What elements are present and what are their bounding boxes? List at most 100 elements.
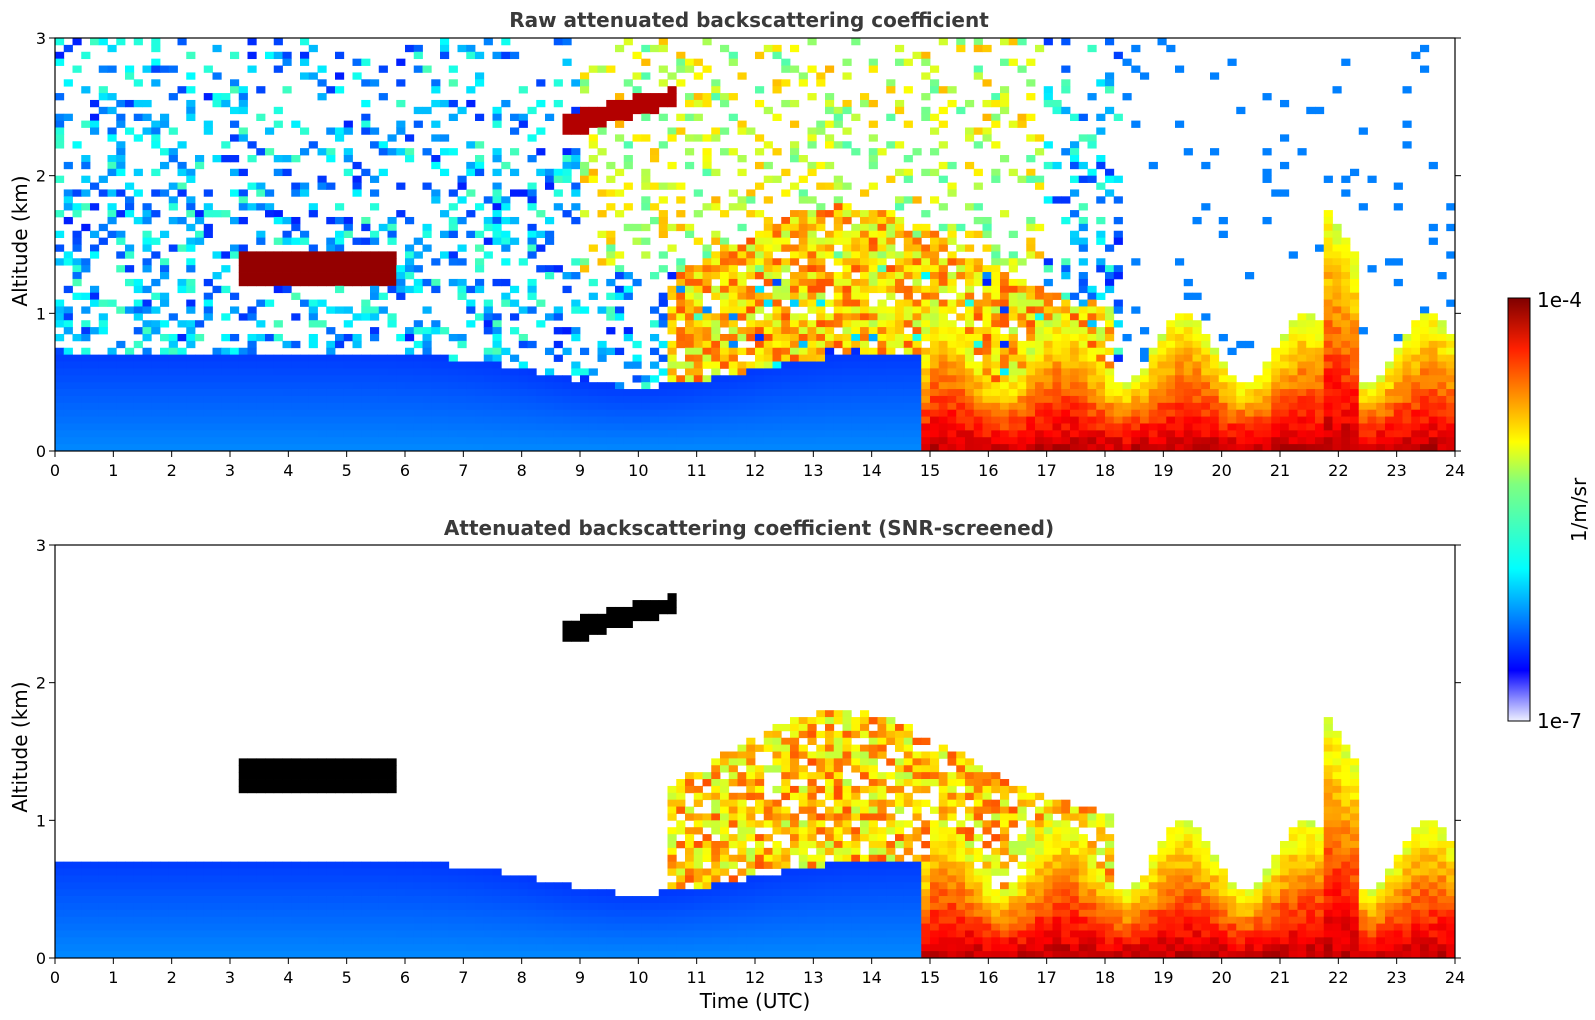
heatmap-cell <box>720 127 730 135</box>
heatmap-cell <box>1192 368 1202 376</box>
heatmap-cell <box>623 285 633 294</box>
heatmap-cell <box>711 409 721 417</box>
heatmap-cell <box>711 79 721 87</box>
heatmap-cell <box>265 51 275 60</box>
heatmap-cell <box>378 395 388 404</box>
heatmap-cell <box>1341 285 1351 294</box>
heatmap-cell <box>720 99 730 108</box>
heatmap-cell <box>457 444 467 452</box>
heatmap-cell <box>545 389 555 397</box>
heatmap-cell <box>1420 382 1430 390</box>
heatmap-cell <box>177 347 187 356</box>
heatmap-cell <box>1420 354 1430 362</box>
heatmap-cell <box>860 216 870 225</box>
heatmap-cell <box>667 285 677 294</box>
heatmap-cell <box>142 382 152 390</box>
heatmap-cell <box>413 361 423 369</box>
heatmap-cell <box>982 292 992 300</box>
heatmap-cell <box>492 320 502 328</box>
heatmap-cell <box>982 361 992 369</box>
heatmap-cell <box>965 278 975 287</box>
heatmap-cell <box>1140 368 1150 376</box>
heatmap-cell <box>431 361 441 369</box>
heatmap-cell <box>352 354 362 362</box>
heatmap-cell <box>1341 340 1351 349</box>
heatmap-cell <box>860 93 870 101</box>
heatmap-cell <box>230 430 240 438</box>
heatmap-cell <box>728 278 738 287</box>
heatmap-cell <box>133 285 143 294</box>
heatmap-cell <box>300 265 310 273</box>
heatmap-cell <box>1113 409 1123 417</box>
heatmap-cell <box>553 313 563 321</box>
heatmap-cell <box>938 361 948 369</box>
heatmap-cell <box>553 189 563 197</box>
heatmap-cell <box>772 437 782 445</box>
heatmap-cell <box>641 223 651 232</box>
heatmap-cell <box>265 785 275 794</box>
heatmap-cell <box>98 299 108 307</box>
heatmap-cell <box>55 937 65 945</box>
heatmap-cell <box>956 423 966 431</box>
heatmap-cell <box>212 347 222 356</box>
heatmap-cell <box>282 258 292 266</box>
heatmap-cell <box>781 368 791 376</box>
heatmap-cell <box>930 416 940 424</box>
x-tick-label: 3 <box>225 461 235 480</box>
heatmap-cell <box>387 354 397 362</box>
heatmap-cell <box>746 272 756 280</box>
heatmap-cell <box>833 203 843 211</box>
heatmap-cell <box>685 299 695 307</box>
heatmap-cell <box>230 333 240 342</box>
heatmap-cell <box>116 210 126 218</box>
heatmap-cell <box>833 416 843 424</box>
heatmap-cell <box>501 244 511 252</box>
heatmap-cell <box>387 437 397 445</box>
heatmap-cell <box>221 951 231 959</box>
heatmap-cell <box>1166 327 1176 335</box>
heatmap-cell <box>273 375 283 383</box>
heatmap-cell <box>326 382 336 390</box>
heatmap-cell <box>1035 313 1045 321</box>
heatmap-cell <box>387 285 397 294</box>
heatmap-cell <box>982 395 992 404</box>
heatmap-cell <box>842 368 852 376</box>
heatmap-cell <box>186 196 196 204</box>
heatmap-cell <box>475 285 485 294</box>
heatmap-cell <box>1297 382 1307 390</box>
heatmap-cell <box>1341 258 1351 266</box>
heatmap-cell <box>1253 382 1263 390</box>
heatmap-cell <box>422 306 432 314</box>
heatmap-cell <box>256 937 266 945</box>
heatmap-cell <box>895 299 905 307</box>
heatmap-cell <box>965 306 975 314</box>
heatmap-cell <box>203 430 213 438</box>
heatmap-cell <box>711 402 721 411</box>
heatmap-cell <box>370 444 380 452</box>
heatmap-cell <box>1236 444 1246 452</box>
heatmap-cell <box>457 196 467 204</box>
heatmap-cell <box>1096 306 1106 314</box>
heatmap-cell <box>842 354 852 362</box>
heatmap-cell <box>501 196 511 204</box>
heatmap-cell <box>947 320 957 328</box>
heatmap-cell <box>431 327 441 335</box>
heatmap-cell <box>658 437 668 445</box>
heatmap-cell <box>370 389 380 397</box>
heatmap-cell <box>790 44 800 53</box>
heatmap-cell <box>291 237 301 245</box>
heatmap-cell <box>203 368 213 376</box>
heatmap-cell <box>982 402 992 411</box>
heatmap-cell <box>860 223 870 232</box>
heatmap-cell <box>510 113 520 121</box>
heatmap-cell <box>982 340 992 349</box>
heatmap-cell <box>877 368 887 376</box>
heatmap-cell <box>1393 361 1403 369</box>
heatmap-cell <box>1078 320 1088 328</box>
heatmap-cell <box>1026 430 1036 438</box>
heatmap-cell <box>72 203 82 211</box>
x-ticks-raw: 0 1 2 3 4 5 6 7 8 9 10 11 12 13 14 15 16 17 18 19 20 21 22 23 24 <box>50 451 1465 480</box>
heatmap-cell <box>903 258 913 266</box>
heatmap-cell <box>1096 409 1106 417</box>
heatmap-cell <box>615 251 625 259</box>
